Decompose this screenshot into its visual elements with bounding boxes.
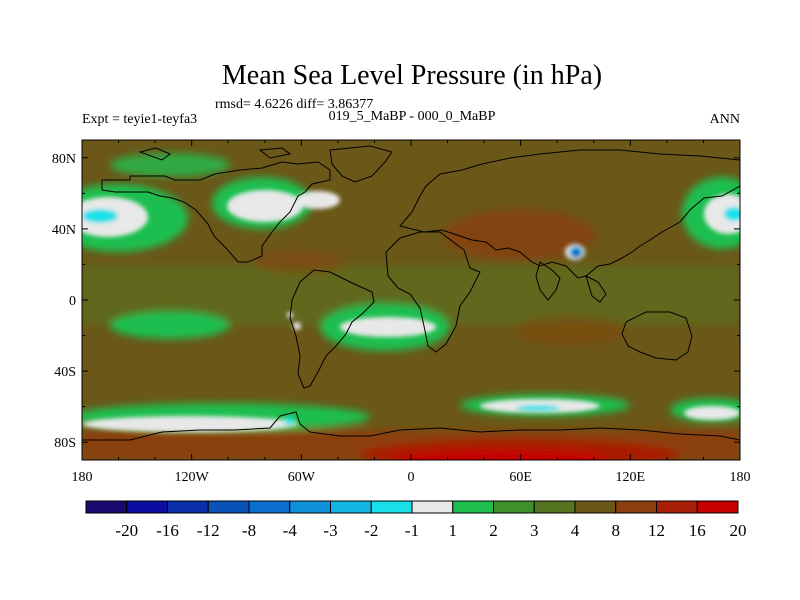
chart-title: Mean Sea Level Pressure (in hPa) <box>222 60 602 91</box>
southern-indian-cyan <box>516 405 560 411</box>
india-coast <box>535 261 561 301</box>
north-atlantic-white <box>296 191 340 209</box>
southern-east-white <box>684 406 740 420</box>
colorbar-swatch-11 <box>533 500 576 514</box>
antarctica-coast <box>82 411 740 441</box>
y-tick-label-2: 0 <box>69 294 76 309</box>
colorbar-label-9: 2 <box>489 521 498 540</box>
colorbar-swatch-4 <box>248 500 291 514</box>
colorbar-label-15: 20 <box>730 521 747 540</box>
colorbar-label-10: 3 <box>530 521 539 540</box>
north-america-white <box>227 190 303 222</box>
x-tick-label-2: 60W <box>288 470 316 485</box>
africa-coast <box>385 231 481 353</box>
colorbar-swatch-6 <box>330 500 372 514</box>
period-label: 019_5_MaBP - 000_0_MaBP <box>329 109 496 124</box>
x-tick-label-3: 0 <box>408 470 415 485</box>
colorbar-label-14: 16 <box>689 521 706 540</box>
arctic-green <box>110 153 230 177</box>
field-detail-layer <box>82 190 740 432</box>
colorbar-label-3: -8 <box>242 521 256 540</box>
colorbar-swatch-14 <box>656 500 698 514</box>
colorbar: -20 -16 -12 -8 -4 -3 -2 -1 1 2 3 4 8 12 16 20 <box>85 500 747 540</box>
colorbar-swatch-10 <box>493 500 535 514</box>
southeast-asia-coast <box>585 275 607 303</box>
antarctic-deep-red <box>390 450 610 460</box>
colorbar-label-11: 4 <box>571 521 580 540</box>
north-america-coast <box>101 161 331 263</box>
season-label: ANN <box>710 112 740 127</box>
x-tick-label-6: 180 <box>730 470 751 485</box>
x-tick-label-1: 120W <box>175 470 210 485</box>
colorbar-label-12: 8 <box>612 521 621 540</box>
colorbar-label-7: -1 <box>405 521 419 540</box>
colorbar-swatch-9 <box>452 500 494 514</box>
south-america-coast <box>289 269 375 389</box>
colorbar-swatch-1 <box>126 500 168 514</box>
eurasia-brown-patch <box>445 210 595 260</box>
colorbar-label-4: -4 <box>283 521 298 540</box>
arctic-islands-coast <box>138 147 292 161</box>
colorbar-label-13: 12 <box>648 521 665 540</box>
x-tick-label-0: 180 <box>72 470 93 485</box>
colorbar-label-6: -2 <box>364 521 378 540</box>
y-tick-label-3: 40S <box>54 365 76 380</box>
southern-ocean-white <box>82 416 298 432</box>
y-tick-label-0: 80N <box>52 152 76 167</box>
andes-white-spot <box>293 322 301 330</box>
colorbar-swatch-13 <box>615 500 657 514</box>
colorbar-swatch-5 <box>289 500 331 514</box>
y-axis-ticks: 80N 40N 0 40S 80S <box>52 152 740 451</box>
y-tick-label-4: 80S <box>54 436 76 451</box>
pressure-field <box>82 140 740 460</box>
australia-coast <box>621 311 693 361</box>
colorbar-label-5: -3 <box>323 521 337 540</box>
coastlines <box>82 145 740 441</box>
colorbar-swatch-0 <box>85 500 128 514</box>
colorbar-swatch-3 <box>207 500 250 514</box>
tibet-blue <box>572 249 580 257</box>
x-tick-label-4: 60E <box>509 470 532 485</box>
north-pacific-east-white <box>704 194 740 234</box>
tropical-pacific-green <box>110 311 230 339</box>
colorbar-label-0: -20 <box>115 521 138 540</box>
colorbar-label-2: -12 <box>197 521 220 540</box>
x-axis-ticks: 180 120W 60W 0 60E 120E 180 <box>72 140 751 485</box>
colorbar-swatch-7 <box>370 500 413 514</box>
greenland-coast <box>329 145 393 183</box>
stats-label: rmsd= 4.6226 diff= 3.86377 <box>215 97 373 112</box>
experiment-label: Expt = teyie1-teyfa3 <box>82 112 197 127</box>
colorbar-swatch-2 <box>167 500 209 514</box>
x-tick-label-5: 120E <box>616 470 646 485</box>
indian-brown-patch <box>515 315 625 345</box>
colorbar-label-8: 1 <box>449 521 458 540</box>
antarctic-peninsula-cyan <box>285 417 293 425</box>
north-pacific-east-cyan <box>724 207 740 221</box>
colorbar-swatch-15 <box>696 500 739 514</box>
colorbar-swatch-12 <box>574 500 617 514</box>
colorbar-label-1: -16 <box>156 521 179 540</box>
colorbar-swatch-8 <box>411 500 454 514</box>
pacific-brown-patch <box>255 250 345 274</box>
south-atlantic-white <box>340 317 436 337</box>
y-tick-label-1: 40N <box>52 223 76 238</box>
north-pacific-cyan <box>82 209 118 223</box>
eurasia-coast <box>399 149 740 279</box>
